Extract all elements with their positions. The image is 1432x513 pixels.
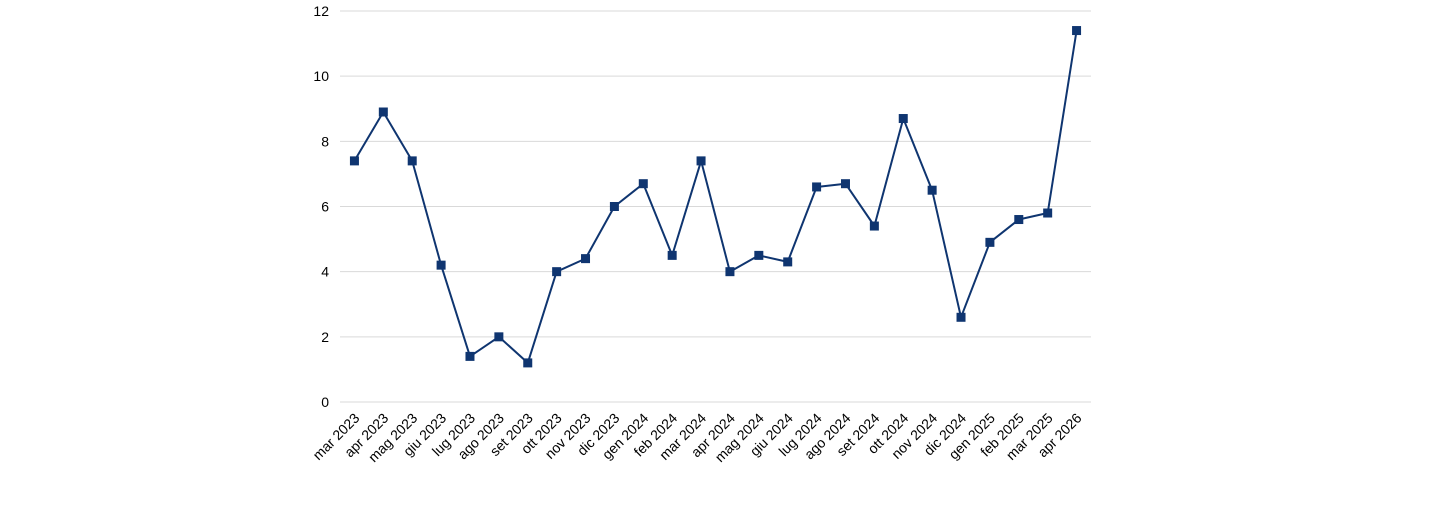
y-tick-label: 10 bbox=[313, 68, 329, 84]
data-point bbox=[523, 358, 533, 368]
data-point bbox=[783, 257, 793, 267]
y-tick-label: 0 bbox=[321, 394, 329, 410]
data-point bbox=[581, 254, 591, 264]
data-point bbox=[667, 250, 677, 260]
gridlines bbox=[340, 10, 1091, 403]
data-point bbox=[696, 156, 706, 166]
data-point bbox=[956, 312, 966, 322]
y-tick-label: 4 bbox=[321, 264, 329, 280]
y-tick-label: 2 bbox=[321, 329, 329, 345]
series-layer bbox=[349, 26, 1082, 368]
data-point bbox=[378, 107, 388, 117]
data-point bbox=[725, 267, 735, 277]
data-point bbox=[1043, 208, 1053, 218]
data-point bbox=[927, 185, 937, 195]
data-point bbox=[840, 179, 850, 189]
y-tick-label: 12 bbox=[313, 3, 329, 19]
data-point bbox=[1072, 26, 1082, 36]
y-tick-label: 6 bbox=[321, 199, 329, 215]
y-tick-label: 8 bbox=[321, 133, 329, 149]
data-point bbox=[812, 182, 822, 192]
data-point bbox=[609, 202, 619, 211]
data-point bbox=[985, 237, 995, 247]
data-point bbox=[436, 260, 446, 270]
y-axis-ticks: 0 2 4 6 8 10 12 bbox=[313, 3, 329, 410]
data-point bbox=[494, 332, 504, 342]
data-point bbox=[349, 156, 359, 166]
series-line bbox=[353, 30, 1078, 364]
data-point bbox=[638, 179, 648, 189]
data-point bbox=[407, 156, 417, 166]
data-point bbox=[869, 221, 879, 231]
data-point bbox=[465, 351, 475, 361]
data-point bbox=[898, 114, 908, 124]
data-point bbox=[754, 250, 764, 260]
data-point bbox=[1014, 215, 1024, 225]
data-point bbox=[552, 267, 562, 277]
